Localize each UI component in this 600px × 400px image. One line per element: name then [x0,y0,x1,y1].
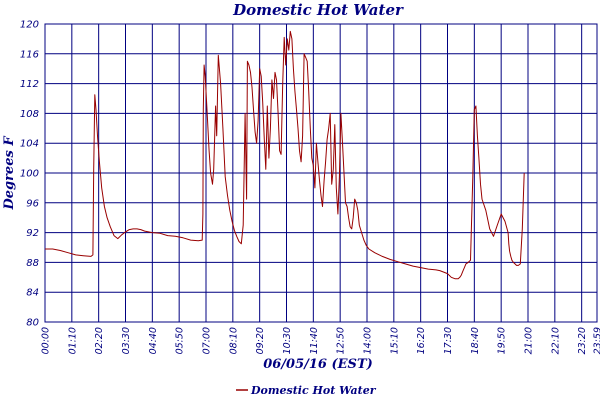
plot-area [44,23,598,323]
x-tick-label: 12:50 [336,327,347,354]
x-tick-label: 11:40 [309,327,320,354]
x-tick-label: 22:10 [550,327,561,354]
legend: Domestic Hot Water [236,384,377,397]
y-tick-label: 92 [26,228,39,239]
x-tick-label: 08:10 [228,327,239,354]
legend-label: Domestic Hot Water [250,384,377,397]
y-tick-label: 84 [26,288,39,299]
x-tick-label: 10:30 [282,327,293,354]
x-tick-label: 21:00 [524,327,535,354]
x-tick-label: 23:20 [577,327,588,354]
chart-title: Domestic Hot Water [232,1,404,19]
x-tick-label: 14:00 [363,327,374,354]
x-tick-labels: 00:00 01:10 02:20 03:30 04:40 05:50 07:00 08:10… [41,327,600,354]
x-tick-label: 23:59 [593,327,600,354]
y-tick-label: 88 [26,258,39,269]
y-tick-label: 108 [20,109,39,120]
x-tick-label: 07:00 [202,327,213,354]
x-tick-label: 17:30 [443,327,454,354]
y-tick-label: 100 [20,169,39,180]
y-tick-label: 104 [20,139,39,150]
x-tick-label: 15:10 [389,327,400,354]
x-tick-label: 04:40 [148,327,159,354]
y-tick-label: 112 [20,79,39,90]
x-tick-label: 02:20 [94,327,105,354]
x-tick-label: 19:50 [497,327,508,354]
x-axis-label: 06/05/16 (EST) [263,357,373,372]
x-tick-label: 18:40 [470,327,481,354]
x-tick-label: 00:00 [41,327,52,354]
x-tick-label: 03:30 [121,327,132,354]
x-tick-label: 09:20 [255,327,266,354]
y-axis-label: Degrees F [2,136,17,211]
y-tick-label: 96 [26,198,39,209]
y-tick-label: 80 [26,318,39,329]
series-line-0 [45,30,525,280]
y-tick-labels: 80 84 88 92 96 100 104 108 112 116 120 [20,20,39,329]
y-tick-label: 120 [20,20,39,31]
x-tick-label: 01:10 [67,327,78,354]
x-tick-label: 16:20 [416,327,427,354]
y-tick-label: 116 [20,49,39,60]
x-tick-label: 05:50 [175,327,186,354]
